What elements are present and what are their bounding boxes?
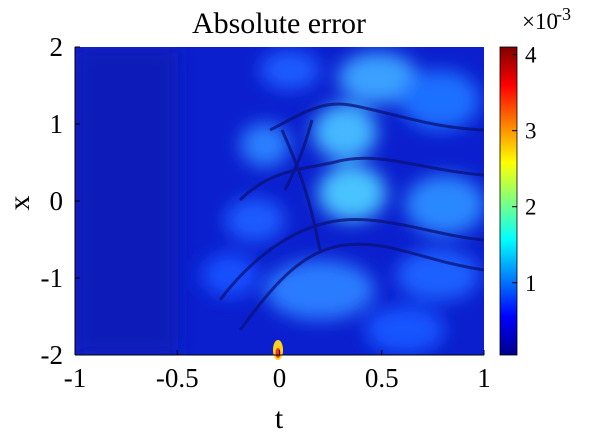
colorbar-tick-label: 2 — [525, 195, 537, 220]
colorbar-tick-label: 4 — [525, 43, 537, 68]
y-axis: 2 1 0 -1 -2 x — [3, 32, 80, 370]
y-tick-label: 2 — [50, 32, 64, 62]
y-tick-label: 1 — [50, 109, 64, 139]
y-tick-label: 0 — [50, 186, 64, 216]
heatmap-contours — [218, 102, 484, 331]
x-tick-label: 0.5 — [365, 363, 399, 393]
x-tick-label: -0.5 — [156, 363, 199, 393]
colorbar-scale-base: ×10 — [522, 9, 558, 34]
colorbar-scale-exponent: -3 — [556, 4, 571, 24]
x-tick-label: -1 — [64, 363, 87, 393]
y-tick-label: -2 — [41, 340, 64, 370]
colorbar-gradient — [499, 46, 518, 356]
x-axis-label: t — [275, 402, 284, 435]
colorbar-tick-label: 3 — [525, 119, 537, 144]
colorbar: 1 2 3 4 ×10 -3 — [499, 4, 571, 356]
y-tick-label: -1 — [41, 263, 64, 293]
x-axis: -1 -0.5 0 0.5 1 t — [64, 350, 491, 435]
heatmap-blobs — [75, 47, 484, 355]
y-axis-label: x — [3, 196, 36, 211]
x-tick-label: 1 — [477, 363, 491, 393]
colorbar-scale-label: ×10 -3 — [522, 4, 571, 34]
heatmap-area — [75, 47, 484, 360]
x-tick-label: 0 — [273, 363, 287, 393]
colorbar-tick-label: 1 — [525, 271, 537, 296]
chart-title: Absolute error — [192, 7, 366, 40]
